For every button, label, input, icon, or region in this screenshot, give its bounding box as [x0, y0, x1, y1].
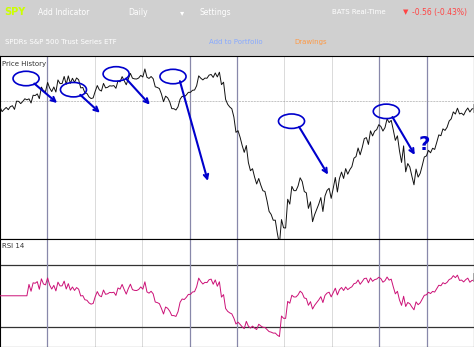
Text: SPDRs S&P 500 Trust Series ETF: SPDRs S&P 500 Trust Series ETF — [5, 39, 117, 45]
Text: ▼: ▼ — [403, 9, 408, 15]
Text: Add to Portfolio: Add to Portfolio — [209, 39, 262, 45]
Text: Add Indicator: Add Indicator — [38, 8, 89, 17]
Text: Drawings: Drawings — [294, 39, 327, 45]
Text: ▾: ▾ — [180, 8, 184, 17]
Text: -0.56 (-0.43%): -0.56 (-0.43%) — [412, 8, 467, 17]
Text: ?: ? — [419, 135, 430, 154]
Text: Price History: Price History — [2, 61, 46, 67]
Text: RSI 14: RSI 14 — [2, 243, 25, 249]
Text: SPY: SPY — [5, 7, 26, 17]
Text: Settings: Settings — [199, 8, 231, 17]
Text: BATS Real-Time: BATS Real-Time — [332, 9, 385, 15]
Text: Daily: Daily — [128, 8, 147, 17]
